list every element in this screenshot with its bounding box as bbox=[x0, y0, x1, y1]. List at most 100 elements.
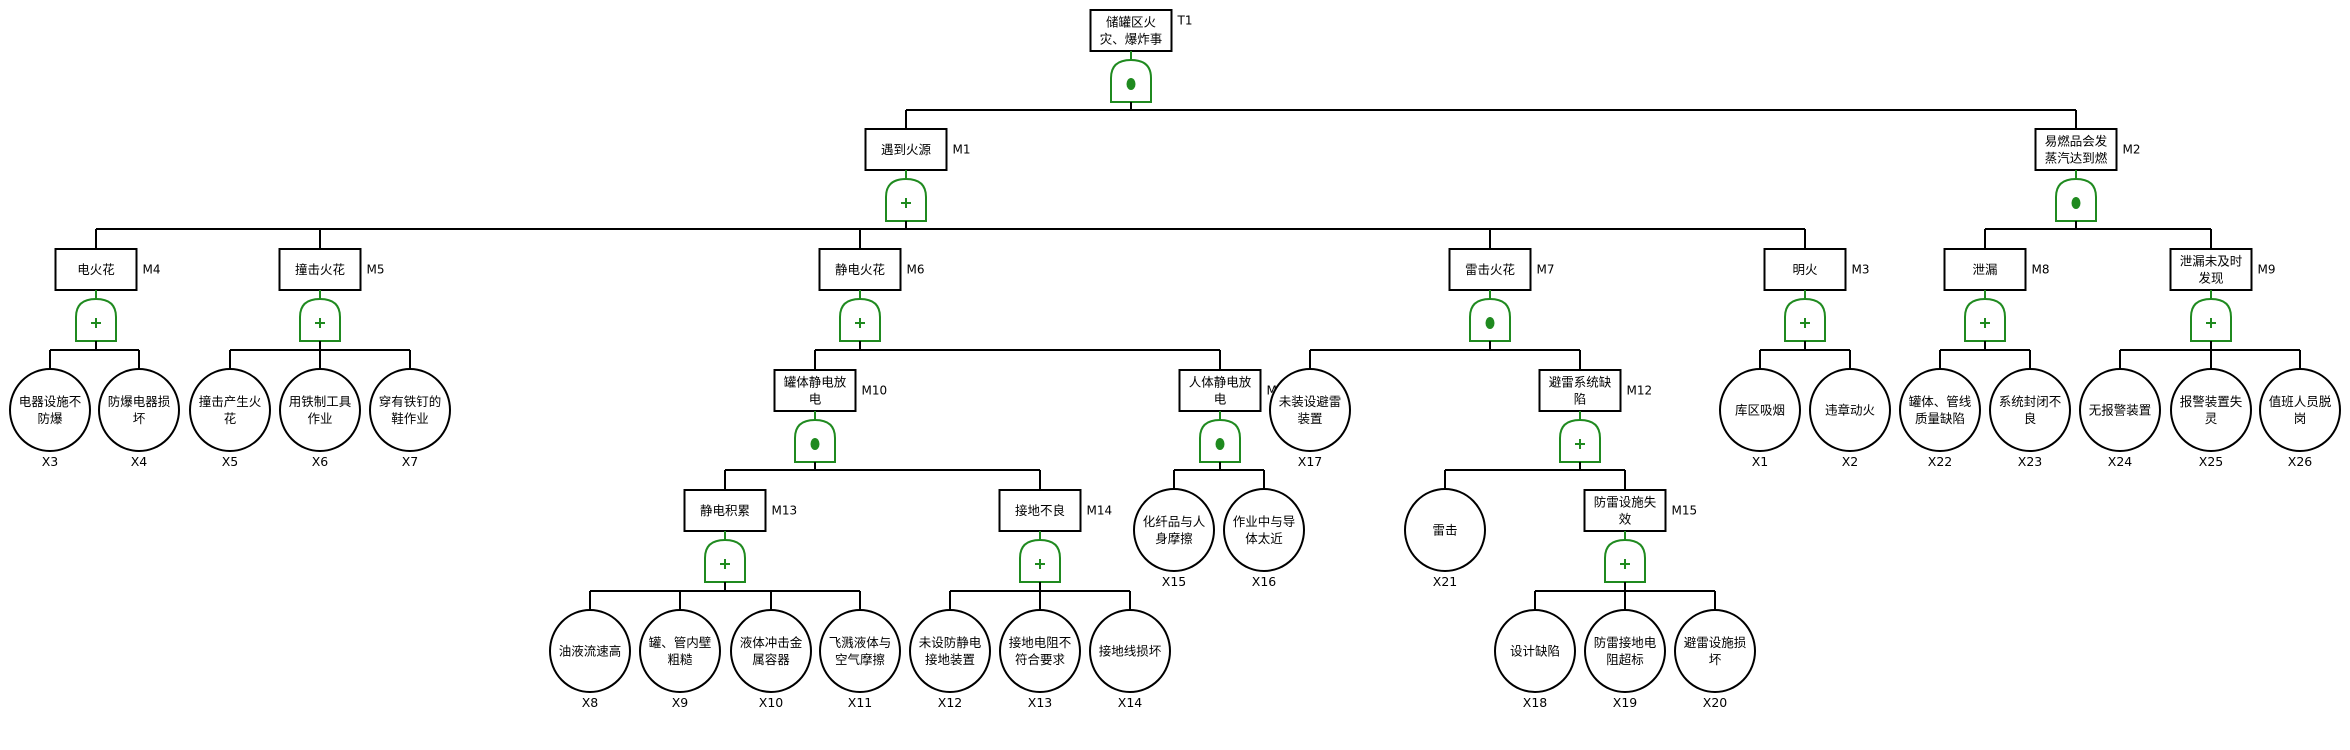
event-label: 静电火花 bbox=[835, 262, 885, 277]
event-code: M1 bbox=[953, 143, 971, 157]
event-box-m6 bbox=[818, 248, 902, 291]
basic-event-code: X5 bbox=[222, 454, 239, 469]
basic-event-code: X3 bbox=[42, 454, 59, 469]
event-label: 静电积累 bbox=[700, 503, 750, 518]
event-label: 陷 bbox=[1574, 392, 1587, 407]
basic-event-label: 化纤品与人 bbox=[1143, 514, 1206, 529]
basic-event-label: 属容器 bbox=[752, 652, 790, 667]
basic-event-code: X22 bbox=[1928, 454, 1952, 469]
event-box-m1 bbox=[864, 128, 948, 171]
event-code: T1 bbox=[1177, 14, 1193, 28]
basic-event-label: 用铁制工具 bbox=[289, 394, 352, 409]
event-box-t1 bbox=[1089, 9, 1173, 52]
event-code: M8 bbox=[2032, 263, 2050, 277]
basic-event-label: 未设防静电 bbox=[919, 635, 982, 650]
basic-event-label: 作业 bbox=[307, 411, 332, 426]
event-code: M12 bbox=[1627, 384, 1653, 398]
basic-event-x18 bbox=[1494, 609, 1576, 693]
basic-event-x9 bbox=[639, 609, 721, 693]
basic-event-code: X4 bbox=[131, 454, 148, 469]
event-label: 雷击火花 bbox=[1465, 262, 1515, 277]
basic-event-x26 bbox=[2259, 368, 2341, 452]
basic-event-label: 接地装置 bbox=[925, 652, 975, 667]
basic-event-code: X24 bbox=[2108, 454, 2133, 469]
event-box-m15 bbox=[1583, 489, 1667, 532]
basic-event-label: 飞溅液体与 bbox=[829, 635, 892, 650]
basic-event-code: X11 bbox=[848, 695, 872, 710]
event-code: M4 bbox=[143, 263, 161, 277]
basic-event-label: 罐、管内壁 bbox=[649, 635, 712, 650]
basic-event-code: X8 bbox=[582, 695, 599, 710]
basic-event-label: 接地电阻不 bbox=[1009, 635, 1072, 650]
event-label: 电 bbox=[809, 392, 822, 407]
event-code: M15 bbox=[1672, 504, 1698, 518]
basic-event-code: X17 bbox=[1298, 454, 1322, 469]
basic-event-x20 bbox=[1674, 609, 1756, 693]
event-label: 泄漏 bbox=[1972, 262, 1997, 277]
basic-event-label: 质量缺陷 bbox=[1915, 411, 1965, 426]
basic-event-x24 bbox=[2079, 368, 2161, 452]
event-label: 防雷设施失 bbox=[1594, 495, 1657, 510]
basic-event-code: X7 bbox=[402, 454, 419, 469]
basic-event-code: X6 bbox=[312, 454, 329, 469]
basic-event-code: X9 bbox=[672, 695, 689, 710]
event-label: 电火花 bbox=[77, 262, 115, 277]
event-box-m11 bbox=[1178, 369, 1262, 412]
basic-event-x14 bbox=[1089, 609, 1171, 693]
basic-event-x15 bbox=[1133, 488, 1215, 572]
event-box-m4 bbox=[54, 248, 138, 291]
event-label: 蒸汽达到燃 bbox=[2045, 151, 2108, 166]
event-box-m13 bbox=[683, 489, 767, 532]
event-box-m9 bbox=[2169, 248, 2253, 291]
basic-event-label: 避雷设施损 bbox=[1684, 635, 1747, 650]
basic-event-label: 岗 bbox=[2294, 411, 2307, 426]
basic-event-x11 bbox=[819, 609, 901, 693]
event-box-m5 bbox=[278, 248, 362, 291]
basic-event-label: 值班人员脱 bbox=[2269, 394, 2332, 409]
basic-event-label: 设计缺陷 bbox=[1510, 644, 1560, 659]
event-label: 发现 bbox=[2198, 271, 2223, 286]
event-label: 易燃品会发 bbox=[2045, 134, 2108, 149]
basic-event-x23 bbox=[1989, 368, 2071, 452]
basic-event-label: 装置 bbox=[1297, 411, 1322, 426]
event-label: 罐体静电放 bbox=[784, 375, 847, 390]
event-box-m12 bbox=[1538, 369, 1622, 412]
basic-event-x22 bbox=[1899, 368, 1981, 452]
basic-event-code: X2 bbox=[1842, 454, 1859, 469]
event-label: 接地不良 bbox=[1015, 503, 1065, 518]
event-code: M6 bbox=[907, 263, 925, 277]
event-code: M10 bbox=[862, 384, 888, 398]
basic-event-x16 bbox=[1223, 488, 1305, 572]
basic-event-label: 符合要求 bbox=[1015, 652, 1066, 667]
basic-event-label: 电器设施不 bbox=[19, 394, 82, 409]
basic-event-label: 身摩擦 bbox=[1155, 531, 1193, 546]
basic-event-code: X19 bbox=[1613, 695, 1638, 710]
event-label: 避雷系统缺 bbox=[1549, 375, 1612, 390]
basic-event-x25 bbox=[2170, 368, 2252, 452]
event-label: 灾、爆炸事 bbox=[1100, 32, 1163, 47]
and-dot bbox=[810, 438, 820, 450]
basic-event-label: 防爆 bbox=[37, 411, 63, 426]
basic-event-x19 bbox=[1584, 609, 1666, 693]
event-label: 储罐区火 bbox=[1106, 15, 1157, 30]
basic-event-label: 报警装置失 bbox=[2180, 394, 2243, 409]
and-dot bbox=[1485, 317, 1495, 329]
basic-event-label: 阻超标 bbox=[1606, 652, 1644, 667]
basic-event-label: 作业中与导 bbox=[1233, 514, 1296, 529]
basic-event-label: 防雷接地电 bbox=[1594, 635, 1657, 650]
basic-event-code: X15 bbox=[1162, 574, 1186, 589]
basic-event-x2 bbox=[1809, 368, 1891, 452]
basic-event-x6 bbox=[279, 368, 361, 452]
basic-event-code: X26 bbox=[2288, 454, 2313, 469]
basic-event-code: X10 bbox=[759, 695, 784, 710]
basic-event-label: 未装设避雷 bbox=[1279, 394, 1342, 409]
basic-event-label: 粗糙 bbox=[667, 652, 693, 667]
basic-event-code: X13 bbox=[1028, 695, 1052, 710]
event-label: 电 bbox=[1214, 392, 1227, 407]
basic-event-label: 罐体、管线 bbox=[1909, 394, 1972, 409]
basic-event-label: 坏 bbox=[133, 411, 146, 426]
basic-event-label: 库区吸烟 bbox=[1735, 403, 1785, 418]
basic-event-code: X18 bbox=[1523, 695, 1548, 710]
basic-event-x12 bbox=[909, 609, 991, 693]
event-code: M7 bbox=[1537, 263, 1555, 277]
